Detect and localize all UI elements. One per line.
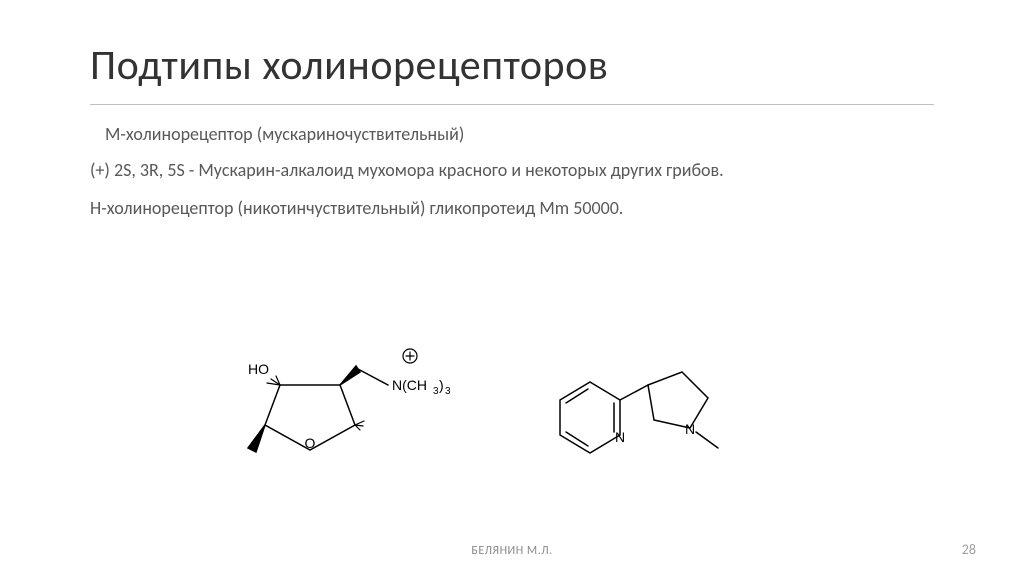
footer-page-number: 28	[962, 541, 976, 558]
body-line-1: М-холинорецептор (мускариночуствительный…	[105, 122, 934, 147]
chemical-structures: O HO N(CH 3 ) 3	[220, 330, 820, 490]
title-underline	[90, 104, 934, 105]
body-line-2: (+) 2S, 3R, 5S - Мускарин-алкалоид мухом…	[90, 158, 934, 183]
svg-text:N: N	[685, 421, 695, 437]
body-line-3: Н-холинорецептор (никотинчуствительный) …	[90, 196, 934, 221]
svg-text:N: N	[615, 429, 625, 445]
svg-text:): )	[439, 377, 444, 393]
footer-author: БЕЛЯНИН М.Л.	[0, 544, 1024, 558]
svg-text:O: O	[305, 435, 316, 451]
slide-title: Подтипы холинорецепторов	[90, 40, 608, 91]
slide: Подтипы холинорецепторов М-холинорецепто…	[0, 0, 1024, 576]
svg-text:3: 3	[445, 386, 451, 397]
svg-text:N(CH: N(CH	[392, 377, 427, 393]
svg-text:HO: HO	[248, 361, 269, 377]
